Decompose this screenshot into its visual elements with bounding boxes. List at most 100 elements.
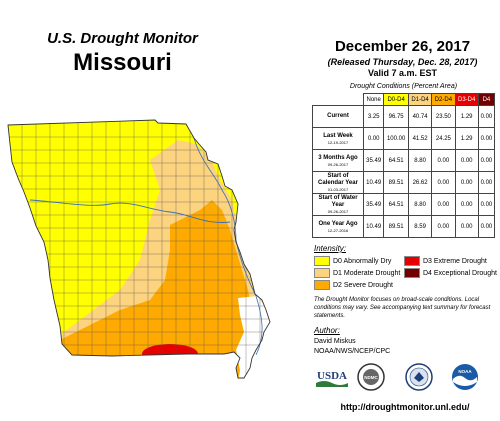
table-cell: 26.62 [407,171,433,194]
table-cell: 35.49 [362,149,385,172]
table-cell: 8.80 [407,193,433,216]
state-outline [7,119,271,379]
author-org: NOAA/NWS/NCEP/CPC [314,348,391,355]
table-cell: 3.25 [362,105,385,128]
table-row: 3 Months Ago 09-26-2017 35.49 64.51 8.80 … [312,149,496,172]
table-cell: 0.00 [431,215,456,238]
legend-label: D3 Extreme Drought [423,257,487,265]
row-date: 09-26-2017 [327,161,349,167]
report-date: December 26, 2017 [334,38,471,55]
row-date: 09-26-2017 [327,209,349,214]
table-cell: 0.00 [477,171,496,194]
table-cell: 40.74 [407,105,433,128]
row-label-text: 3 Months Ago [318,154,358,161]
ndmc-logo-text: NDMC [364,375,378,380]
table-cell: 100.00 [383,127,409,150]
table-cell: 41.52 [407,127,433,150]
table-caption: Drought Conditions (Percent Area) [349,83,458,90]
table-row: Start of Calendar Year 01-03-2017 10.49 8… [312,171,496,194]
col-none: None [362,93,385,106]
table-cell: 8.80 [407,149,433,172]
legend-label: D1 Moderate Drought [333,269,401,277]
table-row: One Year Ago 12-27-2016 10.49 89.51 8.59 … [312,215,496,238]
table-cell: 10.49 [362,171,385,194]
release-date: (Released Thursday, Dec. 28, 2017) [327,57,478,67]
missouri-drought-map [7,119,271,379]
row-label: Start of Water Year 09-26-2017 [312,193,364,216]
col-d2-d4: D2-D4 [431,93,456,106]
table-cell: 0.00 [477,105,496,128]
drought-conditions-table: None D0-D4 D1-D4 D2-D4 D3-D4 D4 Current … [312,93,496,238]
d2-region [40,200,252,378]
legend-swatch [404,268,420,278]
table-row: Current 3.25 96.75 40.74 23.50 1.29 0.00 [312,105,496,128]
legend-swatch [314,280,330,290]
row-label: Current [312,105,364,128]
legend-item-d3: D3 Extreme Drought [404,256,487,266]
legend-item-d2: D2 Severe Drought [314,280,393,290]
col-d4: D4 [477,93,496,106]
ndmc-logo: NDMC [356,362,386,392]
table-cell: 24.25 [431,127,456,150]
table-cell: 0.00 [431,193,456,216]
row-date: 01-03-2017 [327,187,349,192]
legend-swatch [404,256,420,266]
noaa-logo-text: NOAA [458,369,472,374]
legend-item-d1: D1 Moderate Drought [314,268,400,278]
legend-label: D2 Severe Drought [333,281,393,289]
table-cell: 0.00 [454,171,479,194]
table-cell: 1.29 [454,105,479,128]
author-title: Author: [314,326,340,335]
row-label: Start of Calendar Year 01-03-2017 [312,171,364,194]
table-cell: 0.00 [477,149,496,172]
row-label-text: Last Week [323,132,353,139]
map-header: U.S. Drought Monitor Missouri [0,30,245,77]
legend-item-d4: D4 Exceptional Drought [404,268,497,278]
row-label: One Year Ago 12-27-2016 [312,215,364,238]
table-cell: 10.49 [362,215,385,238]
usda-logo-text: USDA [317,370,347,382]
legend-title: Intensity: [314,244,347,253]
row-label-text: One Year Ago [318,220,358,227]
table-cell: 89.51 [383,171,409,194]
row-date: 12-19-2017 [327,139,349,145]
header-blank [312,93,364,106]
table-cell: 0.00 [454,193,479,216]
col-d1-d4: D1-D4 [407,93,433,106]
author-name: David Miskus [314,338,356,345]
table-cell: 0.00 [454,149,479,172]
usda-logo: USDA [314,366,350,390]
table-cell: 0.00 [477,193,496,216]
drought-monitor-link[interactable]: http://droughtmonitor.unl.edu/ [340,402,470,412]
col-d0-d4: D0-D4 [383,93,409,106]
legend-label: D0 Abnormally Dry [333,257,392,265]
table-row: Last Week 12-19-2017 0.00 100.00 41.52 24… [312,127,496,150]
table-cell: 0.00 [431,171,456,194]
row-label: Last Week 12-19-2017 [312,127,364,150]
col-d3-d4: D3-D4 [454,93,479,106]
table-cell: 96.75 [383,105,409,128]
legend-swatch [314,268,330,278]
table-header-row: None D0-D4 D1-D4 D2-D4 D3-D4 D4 [312,93,496,106]
row-label-text: Current [327,113,349,119]
table-cell: 89.51 [383,215,409,238]
table-row: Start of Water Year 09-26-2017 35.49 64.5… [312,193,496,216]
table-cell: 0.00 [477,127,496,150]
commerce-seal-icon [404,362,434,392]
monitor-title: U.S. Drought Monitor [47,30,198,47]
county-lines [8,120,270,378]
date-header: December 26, 2017 (Released Thursday, De… [305,38,500,78]
row-label-text: Start of Water Year [318,195,358,208]
table-cell: 1.29 [454,127,479,150]
table-cell: 0.00 [477,215,496,238]
disclaimer-note: The Drought Monitor focuses on broad-sca… [314,297,491,319]
row-label-text: Start of Calendar Year [318,173,358,186]
table-cell: 0.00 [362,127,385,150]
row-label: 3 Months Ago 09-26-2017 [312,149,364,172]
table-cell: 64.51 [383,193,409,216]
table-cell: 8.59 [407,215,433,238]
table-cell: 64.51 [383,149,409,172]
legend-swatch [314,256,330,266]
table-cell: 35.49 [362,193,385,216]
missouri-river [29,199,231,223]
